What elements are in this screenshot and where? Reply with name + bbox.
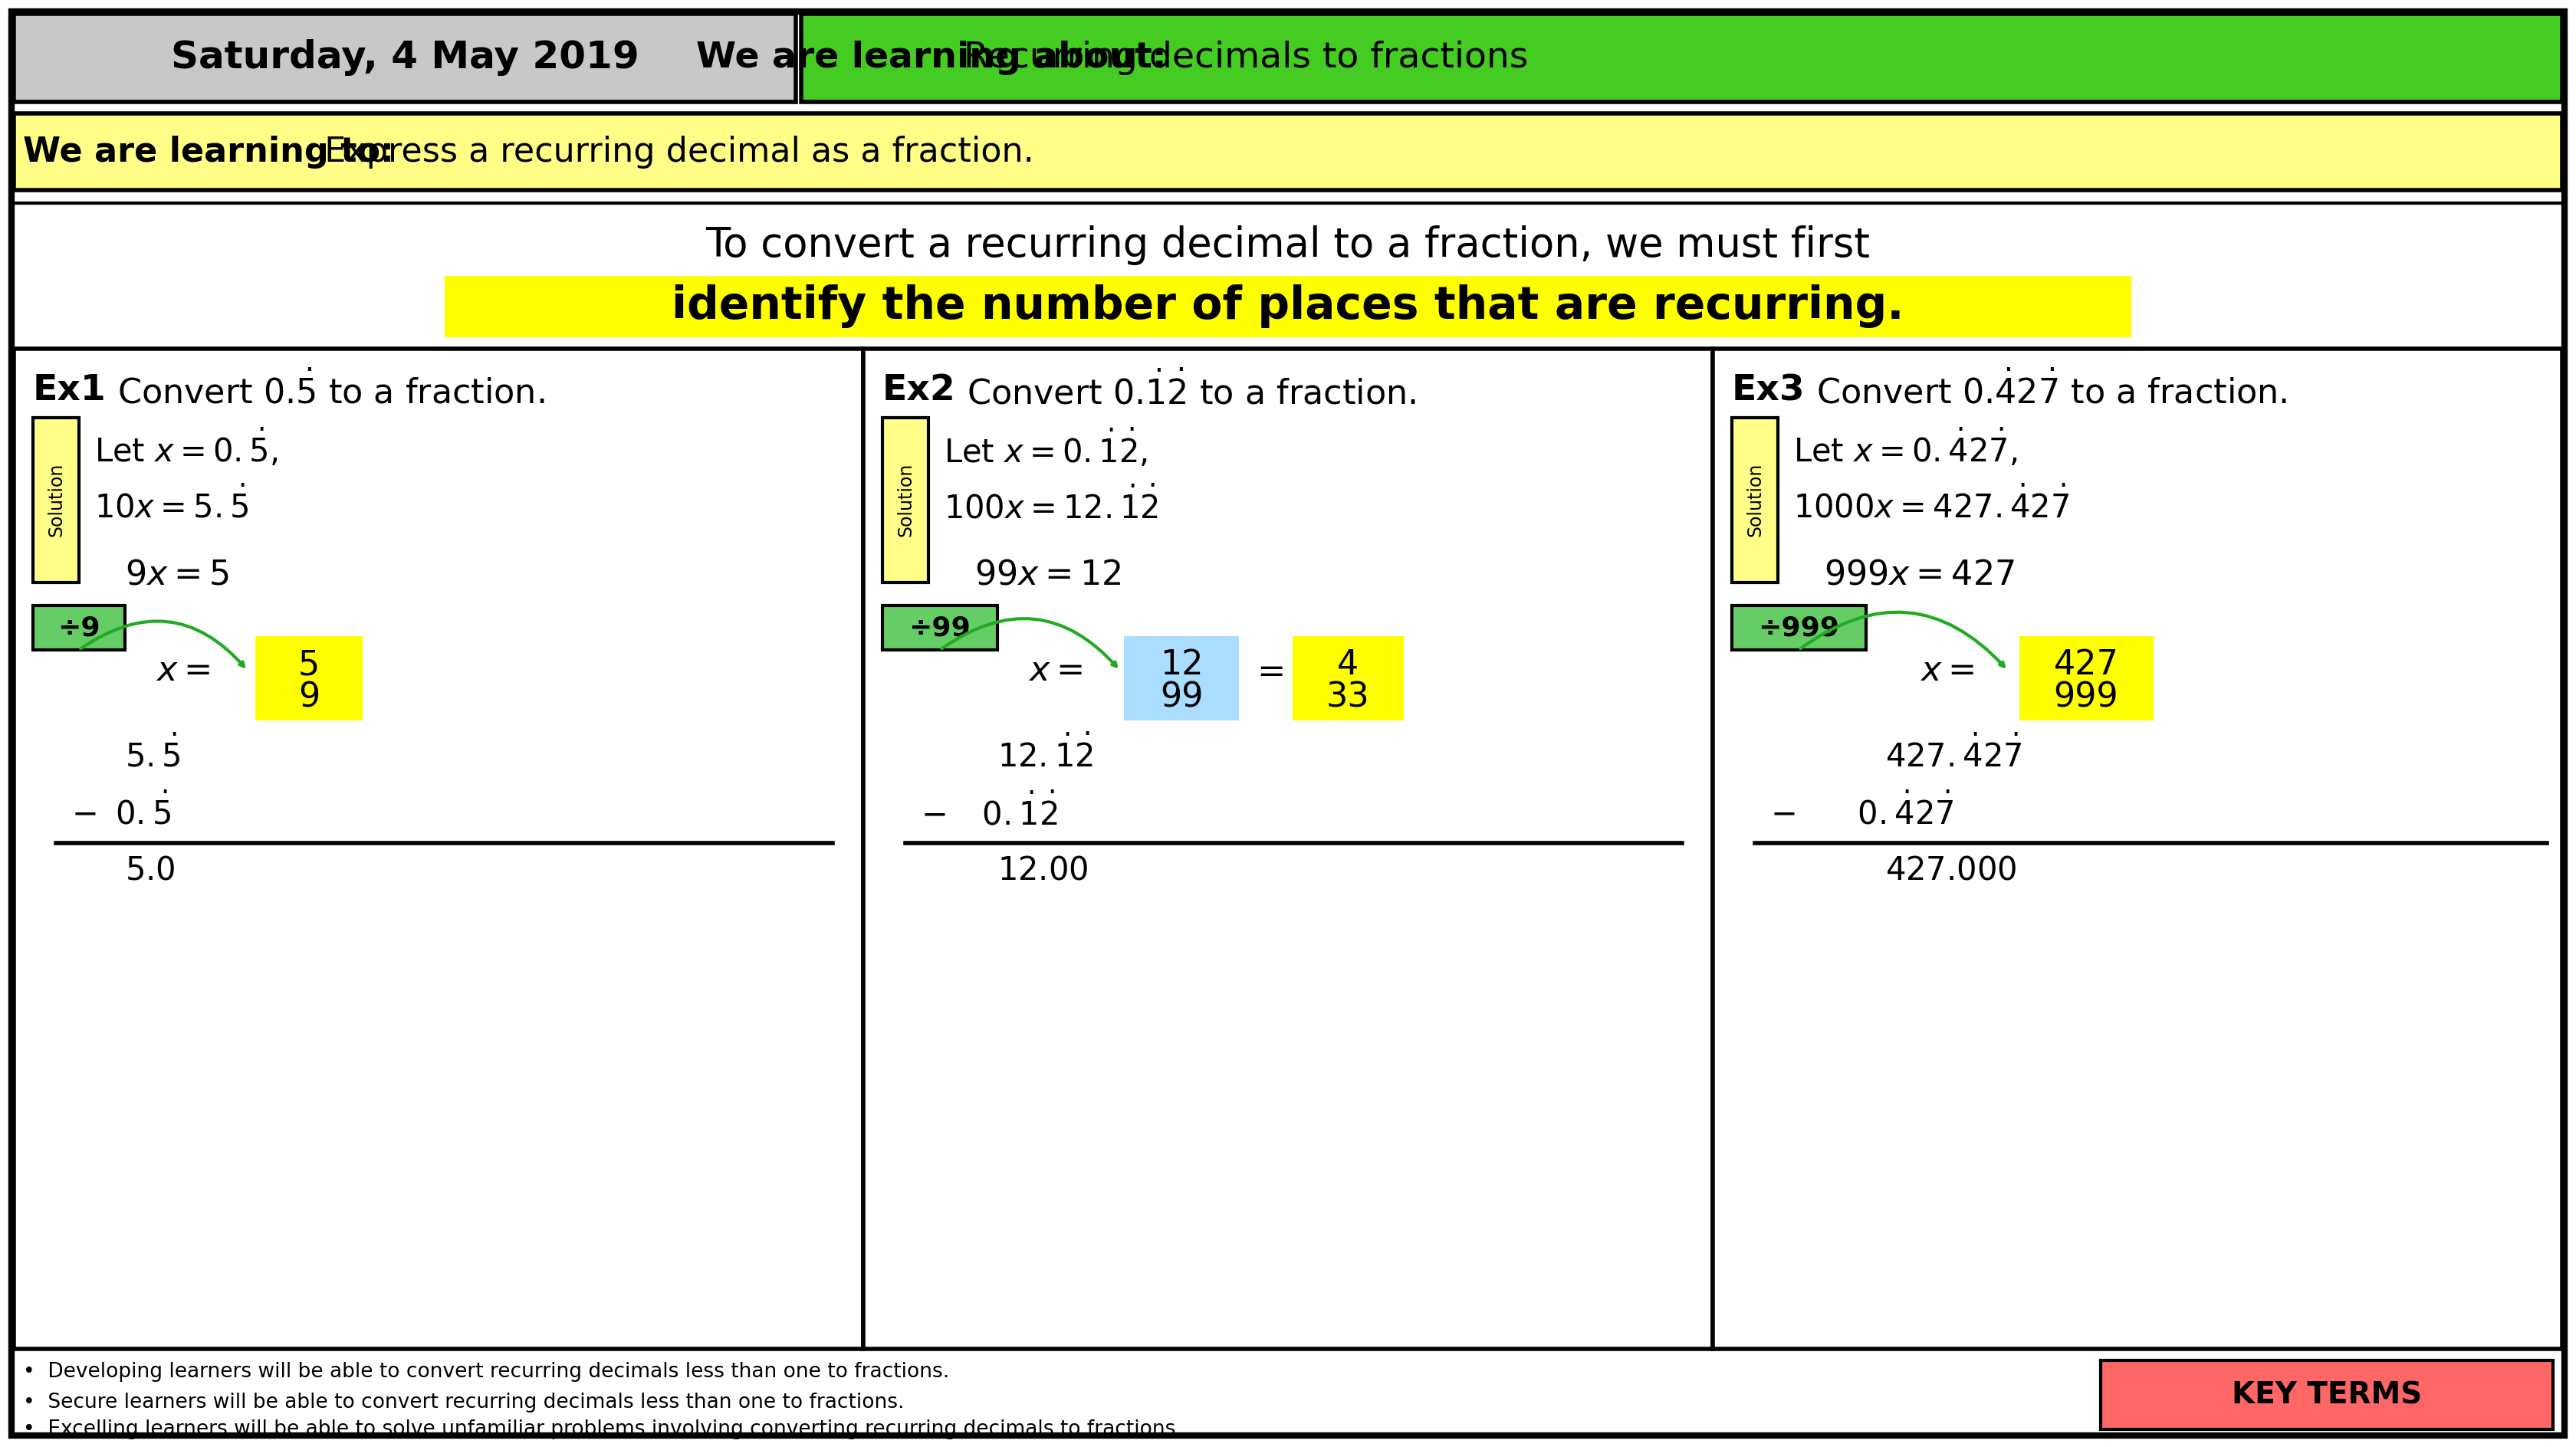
Text: Convert 0.$\dot{5}$ to a fraction.: Convert 0.$\dot{5}$ to a fraction. [118, 370, 544, 411]
Text: $-\;\;\;\;\;\;\;0.\dot{4}2\dot{7}$: $-\;\;\;\;\;\;\;0.\dot{4}2\dot{7}$ [1770, 793, 1953, 831]
Text: Ex2: Ex2 [884, 373, 956, 408]
FancyBboxPatch shape [13, 113, 2563, 190]
FancyBboxPatch shape [801, 14, 2563, 101]
Text: 427: 427 [2053, 648, 2117, 682]
Text: identify the number of places that are recurring.: identify the number of places that are r… [672, 285, 1904, 328]
FancyBboxPatch shape [1713, 349, 2563, 1349]
Text: $x = $: $x = $ [1919, 654, 1973, 687]
FancyBboxPatch shape [1731, 605, 1865, 650]
FancyBboxPatch shape [13, 349, 863, 1349]
Text: Solution: Solution [896, 463, 914, 537]
Text: $x = $: $x = $ [1028, 654, 1082, 687]
Text: $10x = 5.\dot{5}$: $10x = 5.\dot{5}$ [95, 488, 250, 525]
FancyBboxPatch shape [2020, 637, 2154, 721]
Text: $12.00$: $12.00$ [997, 854, 1087, 886]
FancyBboxPatch shape [884, 605, 997, 650]
FancyBboxPatch shape [1293, 637, 1404, 721]
Text: 5: 5 [299, 648, 319, 682]
Text: KEY TERMS: KEY TERMS [2231, 1380, 2421, 1409]
FancyBboxPatch shape [863, 349, 1713, 1349]
Text: Recurring decimals to fractions: Recurring decimals to fractions [963, 41, 1528, 75]
FancyBboxPatch shape [1123, 637, 1239, 721]
Text: Ex3: Ex3 [1731, 373, 1806, 408]
Text: 4: 4 [1337, 648, 1358, 682]
Text: To convert a recurring decimal to a fraction, we must first: To convert a recurring decimal to a frac… [706, 226, 1870, 265]
Text: $x = $: $x = $ [155, 654, 209, 687]
Text: Solution: Solution [1747, 463, 1765, 537]
Text: Let $x = 0.\dot{1}\dot{2}$,: Let $x = 0.\dot{1}\dot{2}$, [943, 427, 1149, 469]
Text: $9x = 5$: $9x = 5$ [126, 559, 229, 592]
Text: 33: 33 [1327, 682, 1370, 713]
FancyBboxPatch shape [13, 14, 796, 101]
Text: We are learning about:: We are learning about: [696, 41, 1167, 75]
Text: Convert 0.$\dot{1}\dot{2}$ to a fraction.: Convert 0.$\dot{1}\dot{2}$ to a fraction… [966, 370, 1417, 411]
Text: Express a recurring decimal as a fraction.: Express a recurring decimal as a fractio… [304, 135, 1033, 168]
Text: •  Excelling learners will be able to solve unfamiliar problems involving conver: • Excelling learners will be able to sol… [23, 1420, 1182, 1440]
Text: ÷99: ÷99 [909, 615, 971, 641]
Text: $1000x = 427.\dot{4}2\dot{7}$: $1000x = 427.\dot{4}2\dot{7}$ [1793, 488, 2069, 525]
Text: $5.\dot{5}$: $5.\dot{5}$ [126, 737, 180, 774]
FancyBboxPatch shape [2099, 1360, 2553, 1430]
Text: Solution: Solution [46, 463, 64, 537]
Text: ÷999: ÷999 [1757, 615, 1839, 641]
Text: 99: 99 [1159, 682, 1203, 713]
Text: $-\;\;0.\dot{5}$: $-\;\;0.\dot{5}$ [72, 793, 170, 831]
Text: $-\;\;\;\;0.\dot{1}\dot{2}$: $-\;\;\;\;0.\dot{1}\dot{2}$ [920, 793, 1059, 832]
FancyBboxPatch shape [446, 276, 2130, 337]
FancyBboxPatch shape [884, 418, 927, 583]
FancyBboxPatch shape [33, 605, 126, 650]
Text: $=$: $=$ [1249, 654, 1283, 687]
FancyBboxPatch shape [10, 12, 2566, 1435]
FancyBboxPatch shape [255, 637, 363, 721]
Text: 12: 12 [1159, 648, 1203, 682]
Text: $100x = 12.\dot{1}\dot{2}$: $100x = 12.\dot{1}\dot{2}$ [943, 486, 1159, 525]
Text: Ex1: Ex1 [33, 373, 106, 408]
FancyBboxPatch shape [33, 418, 80, 583]
Text: 9: 9 [299, 682, 319, 713]
Text: $999x = 427$: $999x = 427$ [1824, 559, 2014, 592]
Text: We are learning to:: We are learning to: [23, 135, 394, 168]
Text: $427.000$: $427.000$ [1886, 854, 2017, 886]
Text: Let $x = 0.\dot{5}$,: Let $x = 0.\dot{5}$, [95, 427, 278, 469]
Text: •  Secure learners will be able to convert recurring decimals less than one to f: • Secure learners will be able to conver… [23, 1392, 904, 1412]
Text: $5.0$: $5.0$ [126, 854, 175, 886]
Text: $12.\dot{1}\dot{2}$: $12.\dot{1}\dot{2}$ [997, 735, 1092, 774]
Text: 999: 999 [2053, 682, 2117, 713]
Text: Let $x = 0.\dot{4}2\dot{7}$,: Let $x = 0.\dot{4}2\dot{7}$, [1793, 427, 2017, 469]
Text: ÷9: ÷9 [57, 615, 100, 641]
Text: $99x = 12$: $99x = 12$ [974, 559, 1121, 592]
Text: •  Developing learners will be able to convert recurring decimals less than one : • Developing learners will be able to co… [23, 1362, 951, 1382]
FancyBboxPatch shape [1731, 418, 1777, 583]
Text: Saturday, 4 May 2019: Saturday, 4 May 2019 [170, 39, 639, 75]
Text: Convert 0.$\dot{4}2\dot{7}$ to a fraction.: Convert 0.$\dot{4}2\dot{7}$ to a fractio… [1816, 370, 2287, 411]
Text: $427.\dot{4}2\dot{7}$: $427.\dot{4}2\dot{7}$ [1886, 737, 2022, 774]
